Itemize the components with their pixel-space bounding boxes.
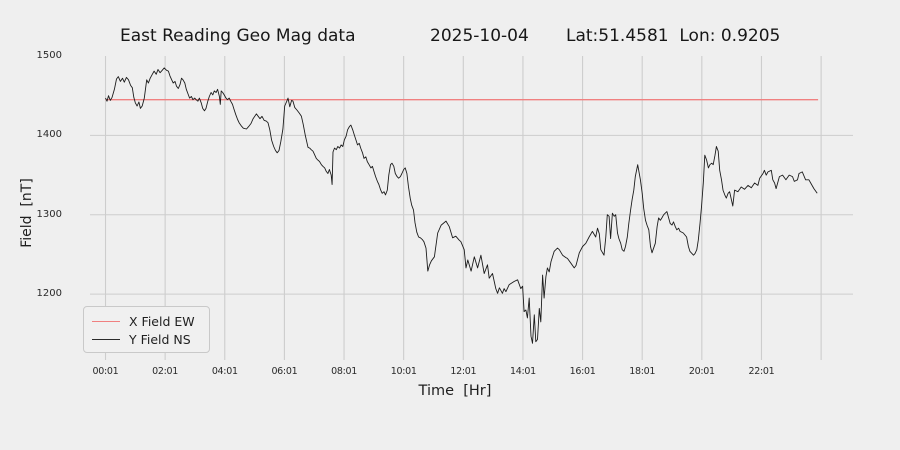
y-tick-label: 1400 <box>36 129 62 141</box>
legend-item-x-field-ew: X Field EW <box>92 313 201 330</box>
legend-red-line-swatch <box>92 321 120 322</box>
x-axis-label: Time [Hr] <box>418 383 492 399</box>
x-tick-label: 14:01 <box>509 366 536 377</box>
x-tick-label: 20:01 <box>688 366 715 377</box>
chart-date: 2025-10-04 <box>430 26 529 46</box>
legend-black-line-swatch <box>92 339 120 340</box>
legend-label-x-field-ew: X Field EW <box>129 314 195 329</box>
y-tick-label: 1500 <box>36 50 62 61</box>
y-tick-label: 1200 <box>36 288 62 300</box>
series-line-y-field-ns <box>105 67 818 344</box>
chart-title: East Reading Geo Mag data <box>120 26 356 46</box>
y-tick-label: 1300 <box>36 208 62 220</box>
legend-label-y-field-ns: Y Field NS <box>129 332 191 347</box>
x-tick-label: 18:01 <box>629 366 656 377</box>
x-tick-label: 22:01 <box>748 366 775 377</box>
legend: X Field EW Y Field NS <box>83 306 210 353</box>
x-tick-label: 16:01 <box>569 366 596 377</box>
x-tick-label: 08:01 <box>331 366 357 377</box>
x-tick-label: 10:01 <box>390 366 417 377</box>
x-tick-label: 02:01 <box>152 366 179 377</box>
x-tick-label: 06:01 <box>271 366 298 377</box>
x-tick-label: 00:01 <box>92 366 119 377</box>
x-tick-label: 12:01 <box>450 366 477 377</box>
legend-item-y-field-ns: Y Field NS <box>92 331 201 348</box>
chart-coordinates: Lat:51.4581 Lon: 0.9205 <box>566 26 781 46</box>
x-tick-label: 04:01 <box>211 366 238 377</box>
